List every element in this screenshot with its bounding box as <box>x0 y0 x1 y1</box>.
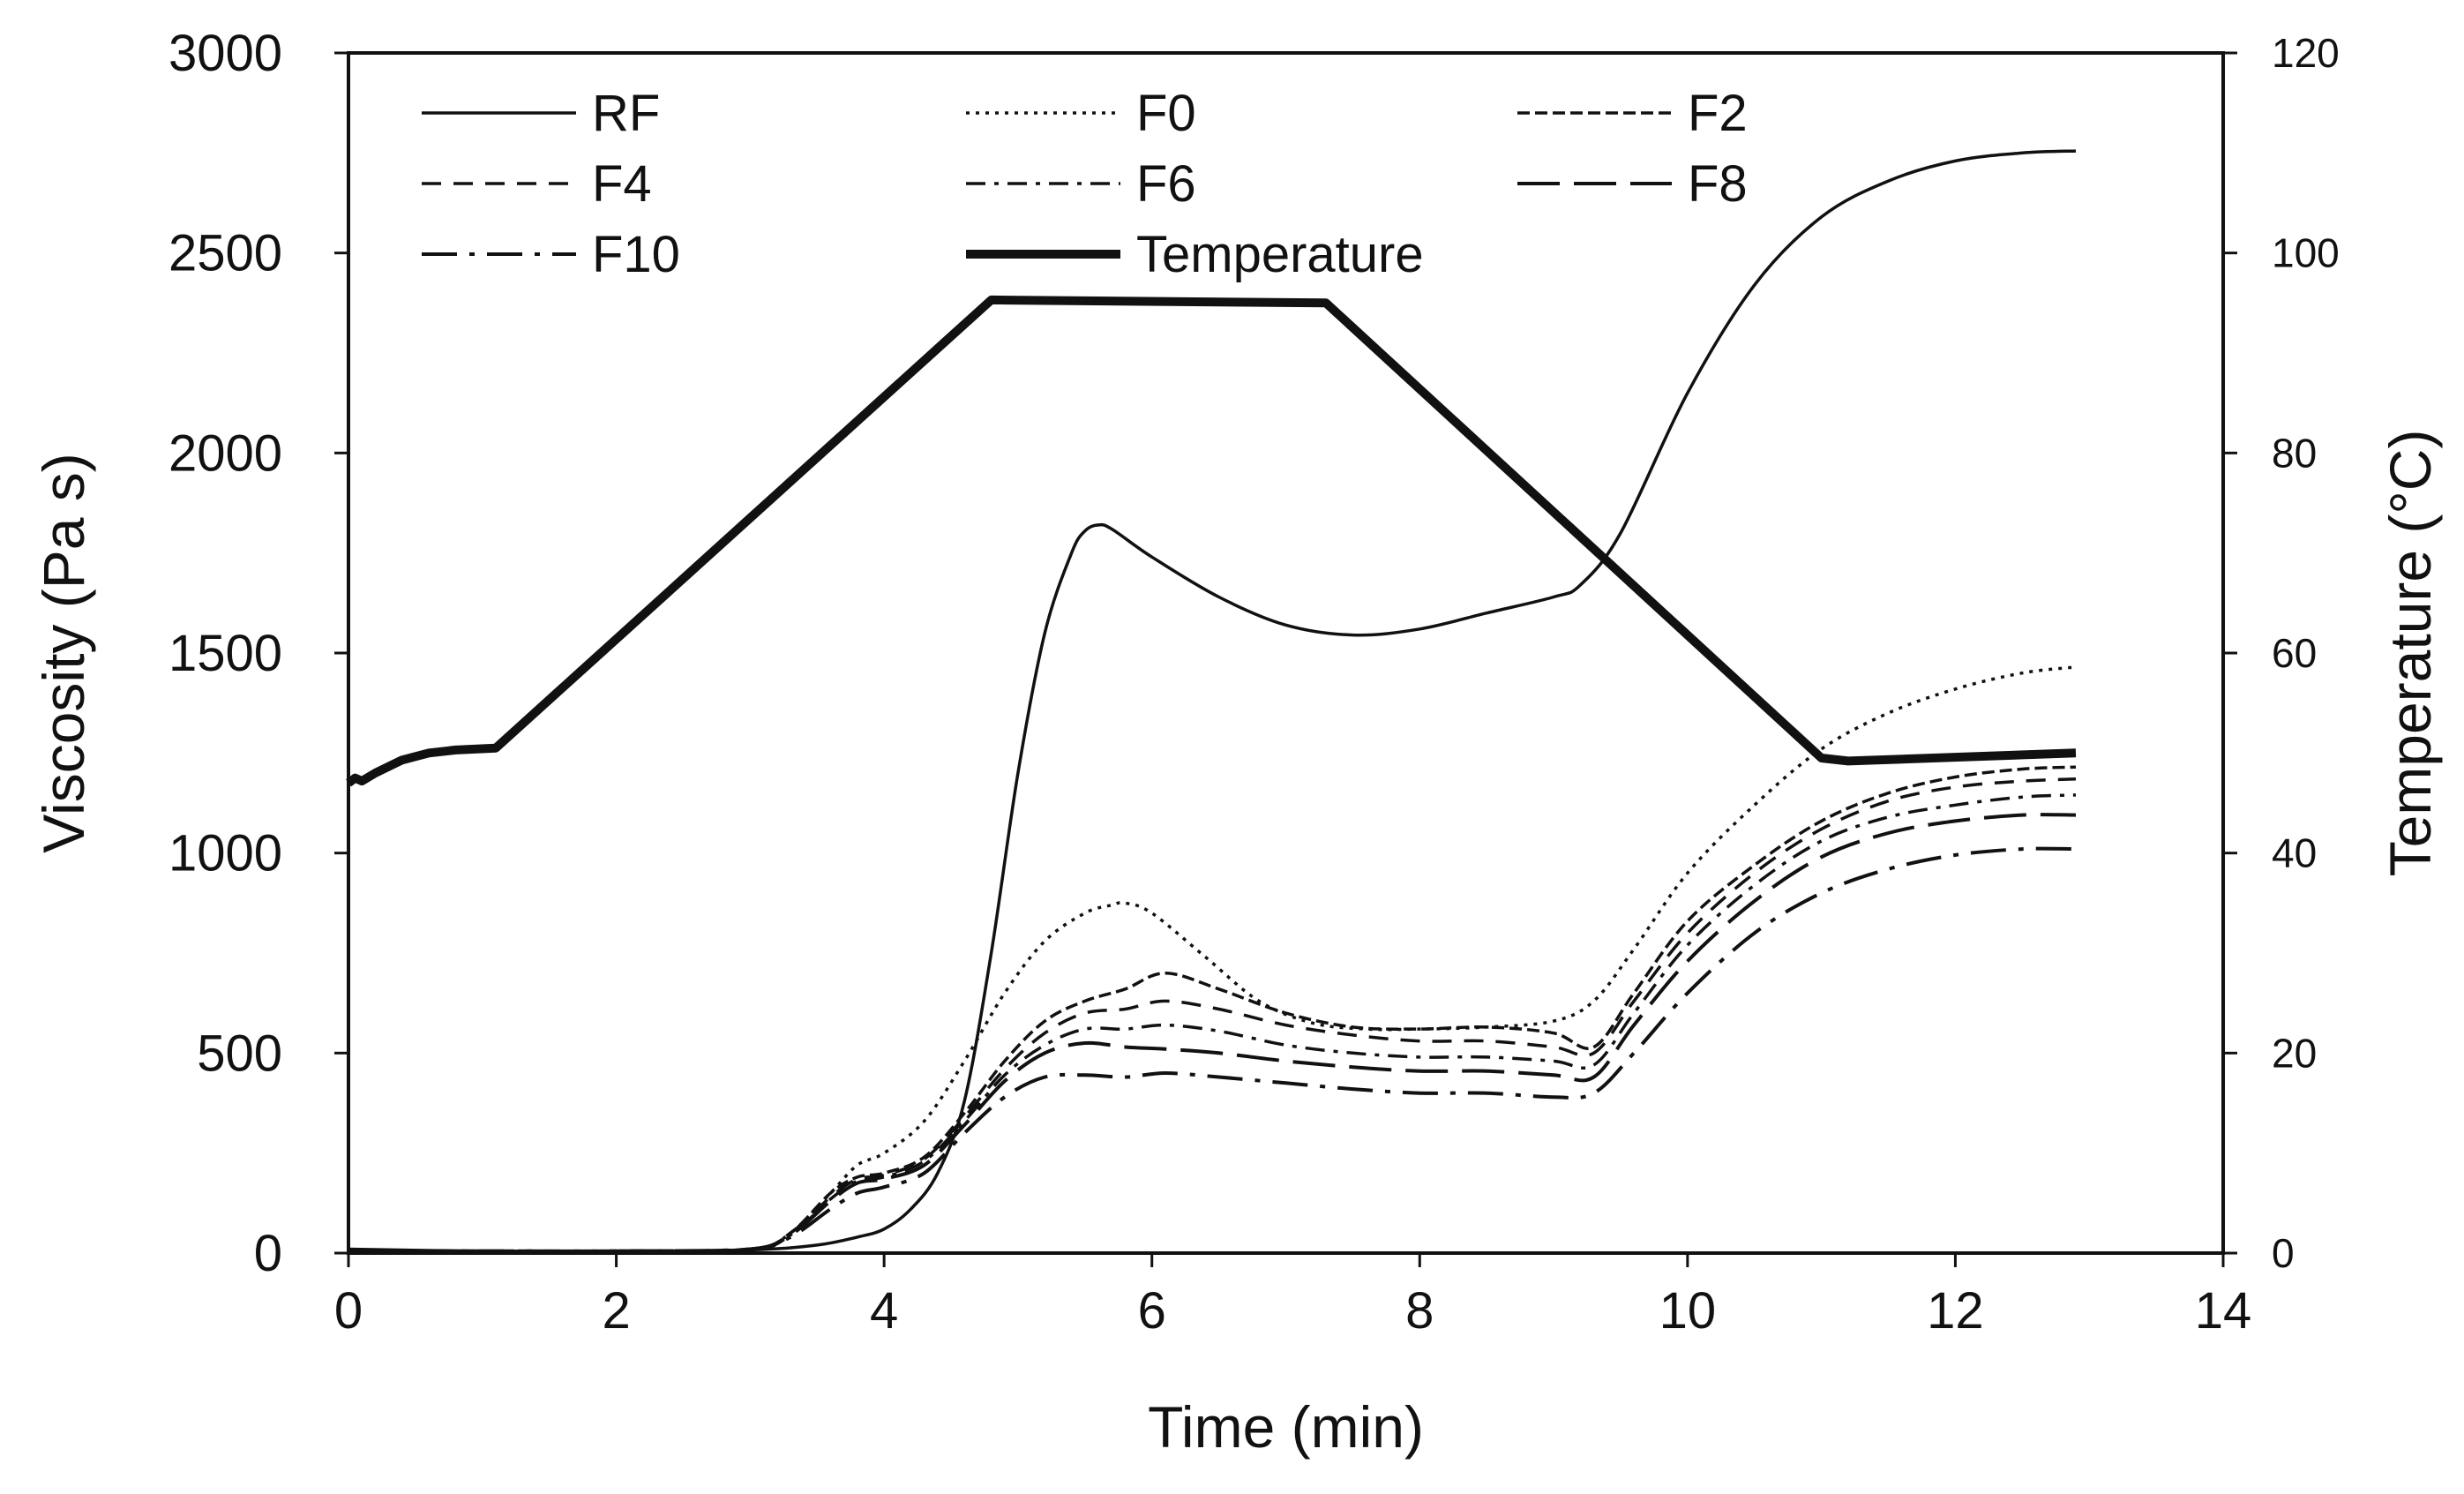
y2-tick-label: 60 <box>2272 630 2317 676</box>
y2-tick-label: 80 <box>2272 430 2317 476</box>
axis-layer: 0 2 4 6 8 10 12 14 0 500 1000 1500 2000 2500 3000 0 20 40… <box>169 25 2340 1340</box>
series-line-f4 <box>348 777 2077 1253</box>
y2-tick-label: 0 <box>2272 1230 2295 1276</box>
y2-axis-title: Temperature (°C) <box>2378 430 2443 877</box>
y-tick-label: 1500 <box>169 625 282 682</box>
legend-label-f4: F4 <box>592 155 652 213</box>
legend-label-temperature: Temperature <box>1136 226 1424 283</box>
x-tick-label: 0 <box>334 1282 363 1340</box>
legend-label-f0: F0 <box>1136 85 1196 142</box>
legend: RF F0 F2 F4 F6 F8 F10 Temperature <box>422 85 1748 283</box>
y-tick-label: 0 <box>254 1225 282 1282</box>
legend-label-f6: F6 <box>1136 155 1196 213</box>
x-tick-label: 6 <box>1138 1282 1166 1340</box>
series-line-f8 <box>348 813 2077 1253</box>
x-tick-label: 4 <box>870 1282 898 1340</box>
y-axis-title: Viscosity (Pa s) <box>31 453 96 853</box>
legend-label-f8: F8 <box>1688 155 1748 213</box>
y2-tick-label: 40 <box>2272 830 2317 876</box>
y-tick-label: 2500 <box>169 225 282 282</box>
y-tick-label: 2000 <box>169 424 282 482</box>
legend-label-rf: RF <box>592 85 660 142</box>
y2-tick-label: 120 <box>2272 30 2340 76</box>
series-line-rf <box>348 149 2077 1253</box>
series-line-f10 <box>348 846 2077 1253</box>
series-layer <box>346 149 2077 1253</box>
x-tick-label: 10 <box>1659 1282 1717 1340</box>
legend-label-f10: F10 <box>592 226 680 283</box>
y2-tick-label: 100 <box>2272 230 2340 276</box>
y-tick-label: 500 <box>197 1025 282 1082</box>
x-tick-label: 2 <box>602 1282 630 1340</box>
x-tick-label: 8 <box>1405 1282 1434 1340</box>
y-tick-label: 1000 <box>169 825 282 882</box>
x-tick-label: 14 <box>2195 1282 2252 1340</box>
y-tick-label: 3000 <box>169 25 282 82</box>
x-tick-label: 12 <box>1927 1282 1984 1340</box>
y2-tick-label: 20 <box>2272 1030 2317 1076</box>
x-axis-title: Time (min) <box>1148 1394 1424 1460</box>
legend-label-f2: F2 <box>1688 85 1748 142</box>
series-line-temperature <box>346 295 2077 787</box>
